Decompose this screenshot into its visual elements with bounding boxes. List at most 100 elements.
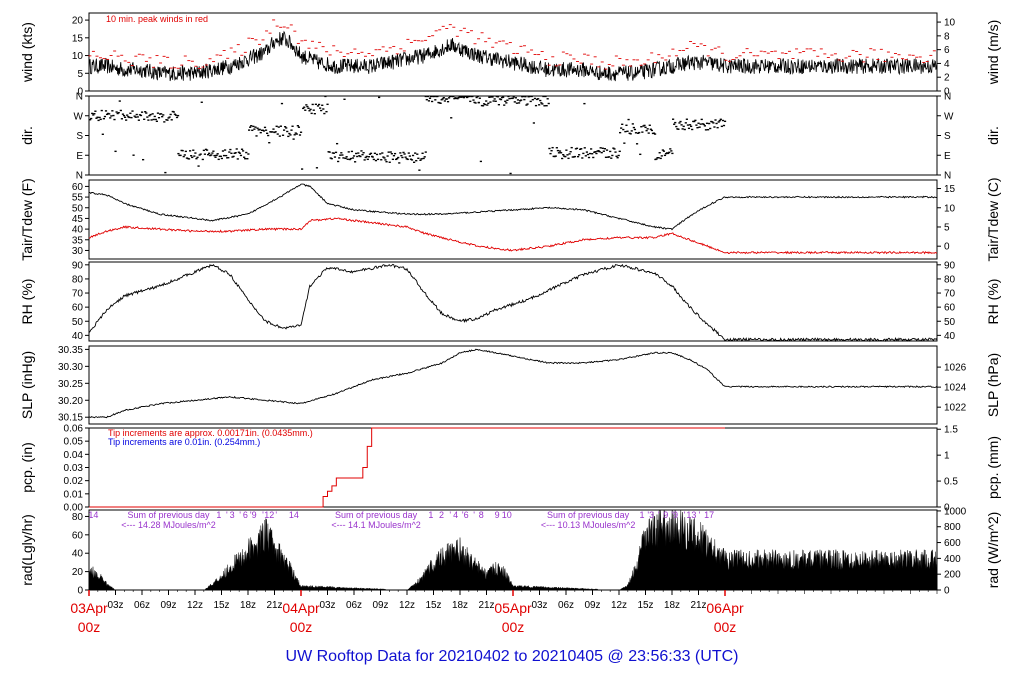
dir-point bbox=[207, 153, 210, 156]
dir-point bbox=[673, 123, 676, 125]
dir-point bbox=[590, 148, 593, 150]
dir-point bbox=[722, 124, 726, 127]
dir-point bbox=[450, 117, 453, 119]
dir-point bbox=[723, 120, 727, 123]
dir-point bbox=[452, 95, 455, 98]
dir-point bbox=[532, 122, 535, 124]
dir-point bbox=[595, 152, 598, 155]
dir-point bbox=[685, 118, 688, 120]
dir-point bbox=[623, 142, 626, 144]
dir-point bbox=[631, 123, 634, 125]
dir-ytick-left-4-label: N bbox=[76, 92, 83, 103]
dir-point bbox=[522, 95, 525, 98]
dir-point bbox=[286, 130, 289, 133]
page-title: UW Rooftop Data for 20210402 to 20210405… bbox=[285, 648, 739, 665]
rad-hour-mark: ' bbox=[684, 510, 686, 520]
dir-point bbox=[282, 129, 286, 131]
dir-point bbox=[385, 160, 388, 163]
dir-point bbox=[104, 110, 108, 112]
dir-point bbox=[246, 158, 249, 160]
dir-point bbox=[443, 100, 446, 102]
dir-point bbox=[99, 118, 102, 121]
dir-point bbox=[694, 119, 697, 122]
dir-point bbox=[134, 116, 137, 118]
dir-point bbox=[119, 109, 122, 112]
dir-point bbox=[693, 120, 696, 123]
dir-point bbox=[216, 153, 219, 155]
dir-point bbox=[388, 161, 391, 163]
dir-ytick-left-2-label: S bbox=[76, 131, 83, 142]
dir-point bbox=[624, 130, 627, 133]
dir-point bbox=[613, 148, 616, 150]
dir-point bbox=[426, 95, 429, 98]
dir-point bbox=[267, 134, 270, 137]
dir-point bbox=[310, 112, 313, 115]
dir-point bbox=[622, 128, 625, 131]
dir-point bbox=[612, 147, 615, 149]
dir-point bbox=[349, 157, 352, 160]
time-tick-label: 09z bbox=[372, 600, 388, 611]
dir-point bbox=[507, 95, 510, 98]
dir-point bbox=[477, 101, 480, 104]
rad-hour-mark: 2 bbox=[439, 510, 444, 520]
dir-point bbox=[95, 117, 98, 119]
dir-ytick-left-1-label: E bbox=[76, 151, 83, 162]
dir-point bbox=[153, 115, 156, 118]
dir-point bbox=[387, 151, 390, 153]
dir-point bbox=[108, 113, 111, 115]
dir-point bbox=[164, 171, 167, 174]
dir-point bbox=[197, 165, 200, 167]
dir-point bbox=[259, 131, 262, 134]
dir-point bbox=[610, 157, 613, 159]
dir-point bbox=[485, 100, 488, 102]
dir-point bbox=[191, 156, 194, 159]
dir-point bbox=[240, 148, 244, 150]
dir-point bbox=[514, 97, 517, 99]
dir-point bbox=[140, 111, 144, 113]
dir-point bbox=[205, 149, 209, 151]
dir-point bbox=[170, 119, 173, 121]
rh-ytick-left-90-label: 90 bbox=[72, 260, 84, 271]
dir-point bbox=[354, 161, 357, 163]
dir-point bbox=[504, 100, 507, 102]
dir-point bbox=[512, 96, 515, 98]
time-tick-label: 12z bbox=[399, 600, 415, 611]
temp-ytick-right-15-label: 15 bbox=[944, 184, 956, 195]
dir-point bbox=[517, 102, 521, 104]
dir-point bbox=[181, 149, 184, 152]
dir-point bbox=[462, 96, 466, 99]
time-tick-label: 15z bbox=[637, 600, 653, 611]
dir-point bbox=[567, 157, 570, 160]
slp-ytick-right-1022-label: 1022 bbox=[944, 403, 967, 414]
dir-point bbox=[584, 155, 587, 157]
dir-point bbox=[578, 154, 581, 156]
dir-point bbox=[151, 113, 154, 115]
dir-point bbox=[279, 125, 282, 127]
rad-hour-mark: ' bbox=[699, 510, 701, 520]
dir-point bbox=[222, 154, 226, 157]
dir-point bbox=[582, 152, 585, 155]
dir-point bbox=[345, 156, 348, 158]
dir-point bbox=[378, 96, 381, 99]
dir-point bbox=[195, 157, 198, 160]
dir-point bbox=[493, 98, 496, 100]
dir-point bbox=[296, 125, 299, 127]
dir-point bbox=[149, 113, 152, 116]
dir-point bbox=[640, 126, 643, 128]
dir-point bbox=[321, 104, 324, 106]
dir-point bbox=[652, 132, 656, 134]
dir-point bbox=[614, 151, 617, 153]
dir-point bbox=[290, 129, 293, 131]
rad-ytick-left-40-label: 40 bbox=[72, 549, 84, 560]
dir-point bbox=[397, 156, 400, 159]
radiation-area bbox=[88, 509, 938, 591]
dir-point bbox=[545, 105, 548, 107]
dir-ytick-left-3-label: W bbox=[74, 111, 84, 122]
dir-point bbox=[671, 152, 674, 155]
dir-point bbox=[201, 158, 204, 161]
dir-point bbox=[230, 152, 233, 155]
rad-hour-mark: ' bbox=[239, 510, 241, 520]
dir-point bbox=[129, 112, 132, 114]
dir-point bbox=[115, 111, 118, 113]
dir-point bbox=[720, 125, 723, 128]
